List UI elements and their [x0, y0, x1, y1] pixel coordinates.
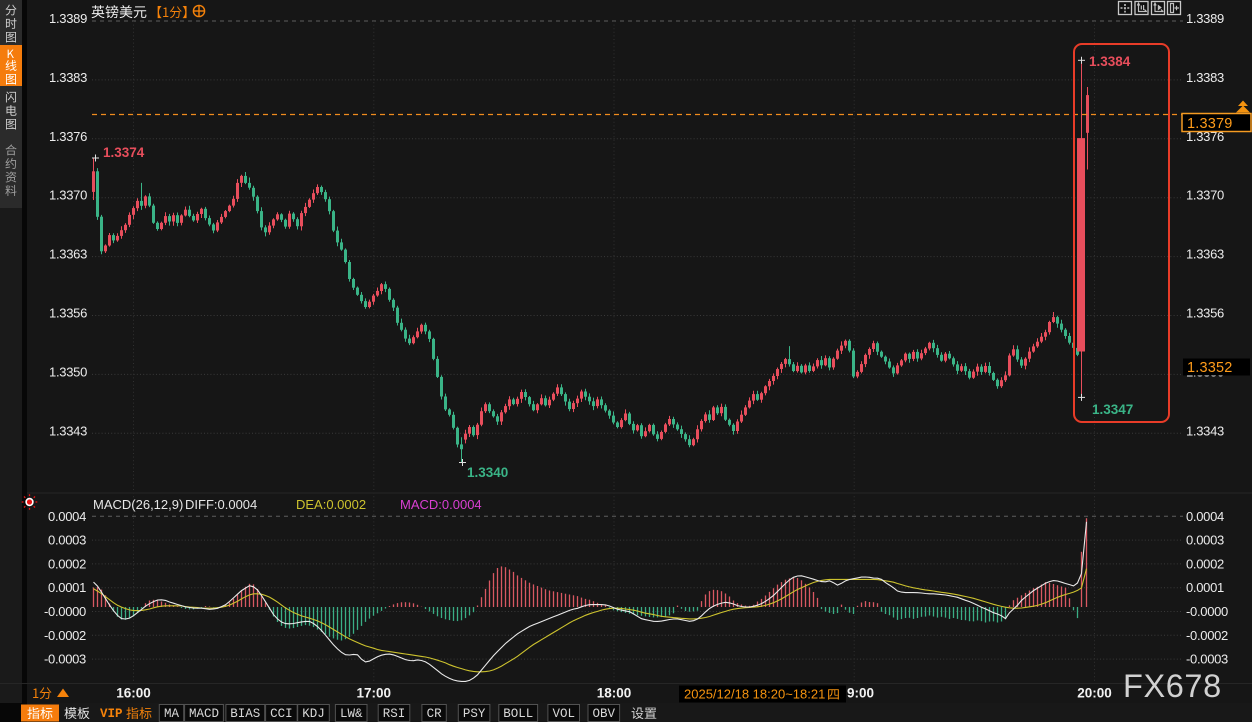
svg-text:RSI: RSI — [383, 707, 406, 721]
svg-text:OBV: OBV — [593, 707, 616, 721]
svg-text:-0.0000: -0.0000 — [44, 604, 86, 619]
svg-text:1.3384: 1.3384 — [1089, 54, 1131, 69]
svg-text:CCI: CCI — [270, 707, 293, 721]
svg-text:0.0002: 0.0002 — [48, 556, 86, 571]
svg-text:-0.0000: -0.0000 — [1186, 604, 1228, 619]
svg-text:1.3376: 1.3376 — [49, 129, 87, 144]
svg-text:MACD: MACD — [189, 707, 219, 721]
svg-text:1.3370: 1.3370 — [49, 188, 87, 203]
svg-text:PSY: PSY — [463, 707, 486, 721]
svg-text:-0.0003: -0.0003 — [44, 652, 86, 667]
svg-text:VOL: VOL — [552, 707, 575, 721]
svg-text:BOLL: BOLL — [503, 707, 533, 721]
svg-text:1.3370: 1.3370 — [1186, 188, 1224, 203]
svg-text:DIFF:0.0004: DIFF:0.0004 — [185, 497, 257, 512]
svg-text:1.3374: 1.3374 — [103, 145, 145, 160]
svg-text:CR: CR — [427, 707, 443, 721]
svg-text:1.3350: 1.3350 — [49, 364, 87, 379]
svg-text:1.3356: 1.3356 — [1186, 306, 1224, 321]
svg-text:-0.0003: -0.0003 — [1186, 652, 1228, 667]
svg-text:BIAS: BIAS — [230, 707, 260, 721]
svg-text:1.3363: 1.3363 — [1186, 247, 1224, 262]
svg-text:1.3356: 1.3356 — [49, 306, 87, 321]
svg-text:0.0002: 0.0002 — [1186, 556, 1224, 571]
svg-text:1.3389: 1.3389 — [49, 11, 87, 26]
svg-text:0.0004: 0.0004 — [48, 509, 86, 524]
svg-text:-0.0002: -0.0002 — [44, 628, 86, 643]
svg-text:0.0003: 0.0003 — [48, 533, 86, 548]
svg-text:MACD(26,12,9): MACD(26,12,9) — [93, 497, 183, 512]
svg-text:0.0003: 0.0003 — [1186, 533, 1224, 548]
svg-text:MA: MA — [164, 707, 180, 721]
svg-text:KDJ: KDJ — [302, 707, 325, 721]
svg-text:LW&: LW& — [340, 707, 363, 721]
svg-text:0.0001: 0.0001 — [48, 580, 86, 595]
svg-text:2025/12/18 18:20~18:21: 2025/12/18 18:20~18:21 — [684, 687, 825, 702]
svg-text:1.3376: 1.3376 — [1186, 129, 1224, 144]
svg-text:DEA:0.0002: DEA:0.0002 — [296, 497, 366, 512]
svg-text:20:00: 20:00 — [1077, 686, 1112, 701]
svg-text:1.3347: 1.3347 — [1092, 402, 1133, 417]
svg-text:1.3343: 1.3343 — [49, 423, 87, 438]
svg-text:0.0004: 0.0004 — [1186, 509, 1224, 524]
svg-text:1.3389: 1.3389 — [1186, 11, 1224, 26]
svg-text:1.3363: 1.3363 — [49, 247, 87, 262]
svg-text:VIP: VIP — [100, 707, 123, 721]
svg-text:1.3343: 1.3343 — [1186, 423, 1224, 438]
svg-text:FX678: FX678 — [1123, 668, 1222, 704]
svg-text:1.3383: 1.3383 — [1186, 70, 1224, 85]
svg-text:17:00: 17:00 — [357, 686, 392, 701]
svg-text:9:00: 9:00 — [847, 686, 874, 701]
svg-text:-0.0002: -0.0002 — [1186, 628, 1228, 643]
svg-text:1.3340: 1.3340 — [467, 465, 508, 480]
svg-text:1.3352: 1.3352 — [1187, 360, 1233, 376]
svg-text:1.3383: 1.3383 — [49, 70, 87, 85]
svg-text:MACD:0.0004: MACD:0.0004 — [400, 497, 482, 512]
svg-text:18:00: 18:00 — [597, 686, 632, 701]
svg-text:1.3379: 1.3379 — [1187, 116, 1233, 132]
svg-text:16:00: 16:00 — [116, 686, 151, 701]
svg-text:0.0001: 0.0001 — [1186, 580, 1224, 595]
